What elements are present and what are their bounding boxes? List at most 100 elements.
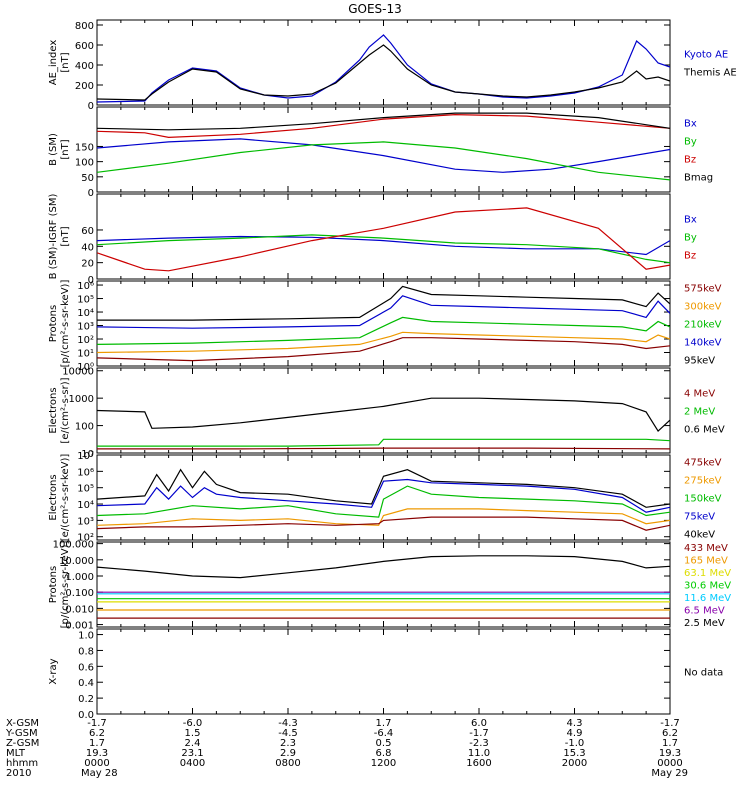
y-tick-label: 0.8 <box>78 646 94 657</box>
y-axis-label: AE_index <box>48 40 59 86</box>
y-tick-label: 20 <box>81 259 94 270</box>
panel-5: 10² 10³ 10⁴ 10⁵ 10⁶ 10⁷ Electrons [e/(cm²-s-sr-… <box>48 451 722 544</box>
y-tick-label: 600 <box>75 41 94 52</box>
series-line <box>97 295 670 329</box>
panel-0: 0 200 400 600 800 AE_index [nT] Kyoto AE Themis … <box>48 19 737 112</box>
legend-label: 40keV <box>684 530 715 541</box>
series-line <box>97 141 670 181</box>
y-axis-label: [nT] <box>60 139 71 159</box>
y-tick-label: 10⁵ <box>77 484 94 495</box>
series-group <box>97 112 670 181</box>
legend-label: Bx <box>684 215 697 226</box>
y-tick-label: 0.4 <box>78 678 94 689</box>
panel-frame <box>96 367 671 454</box>
x-cell-value: -6.4 <box>374 728 394 739</box>
y-tick-label: 0.100 <box>65 588 94 599</box>
series-line <box>97 468 670 508</box>
x-row-label: 2010 <box>6 768 31 779</box>
series-line <box>97 331 670 354</box>
y-tick-label: 10⁴ <box>77 500 94 511</box>
y-tick-label: 0 <box>88 275 94 286</box>
y-tick-label: 10² <box>77 533 94 544</box>
y-tick-label: 10000 <box>62 367 94 378</box>
y-tick-label: 150 <box>75 142 94 153</box>
series-line <box>97 234 670 264</box>
x-cell-value: -4.5 <box>278 728 298 739</box>
x-cell-value: -2.3 <box>469 738 489 749</box>
series-line <box>97 138 670 173</box>
y-tick-label: 100 <box>75 158 94 169</box>
series-line <box>97 397 670 433</box>
y-axis-label: [e/(cm²-s-sr-keV)] <box>60 454 71 542</box>
series-line <box>97 478 670 513</box>
x-cell-value: 19.3 <box>86 748 108 759</box>
panel-frame <box>96 106 671 193</box>
y-tick-label: 100.000 <box>53 540 94 551</box>
x-axis-table: X-GSMY-GSMZ-GSMMLThhmm2010-1.76.21.719.3… <box>5 718 688 779</box>
y-tick-label: 200 <box>75 81 94 92</box>
x-cell-value: 11.0 <box>468 748 490 759</box>
y-tick-label: 0.6 <box>78 662 94 673</box>
series-line <box>97 337 670 362</box>
y-tick-label: 50 <box>81 173 94 184</box>
legend-label: 300keV <box>684 302 722 313</box>
legend-label: Bz <box>684 155 696 166</box>
panel-6: 0.001 0.010 0.100 1.000 10.000 100.000 Protons… <box>48 540 731 632</box>
panel-frame <box>96 19 671 106</box>
x-cell-value: -4.3 <box>278 718 298 729</box>
series-line <box>97 34 670 103</box>
x-cell-value: 6.8 <box>376 748 392 759</box>
y-axis-label: Electrons <box>48 387 59 433</box>
legend-label: 140keV <box>684 338 722 349</box>
y-tick-label: 10 <box>81 449 94 460</box>
panel-frame <box>96 193 671 280</box>
x-cell-value: 0800 <box>275 758 300 769</box>
x-cell-value: 0000 <box>84 758 109 769</box>
x-cell-value: May 28 <box>81 768 118 779</box>
series-line <box>97 508 670 526</box>
panel-1: 0 50 100 150 B (SM) [nT] Bx By Bz Bmag <box>48 106 713 199</box>
series-line <box>97 555 670 579</box>
legend-label: Bz <box>684 251 696 262</box>
x-cell-value: 4.9 <box>567 728 583 739</box>
x-cell-value: 2000 <box>562 758 587 769</box>
x-cell-value: -6.0 <box>183 718 203 729</box>
x-cell-value: 2.9 <box>280 748 296 759</box>
x-cell-value: 15.3 <box>563 748 585 759</box>
y-tick-label: 10³ <box>77 516 94 527</box>
legend-label: 433 MeV <box>684 543 728 554</box>
y-tick-label: 0.001 <box>65 621 94 632</box>
series-group <box>97 207 670 272</box>
x-row-label: MLT <box>6 748 26 759</box>
legend-label: 2 MeV <box>684 407 715 418</box>
x-cell-value: 1200 <box>371 758 396 769</box>
series-line <box>97 44 670 101</box>
panel-frame <box>96 628 671 715</box>
x-cell-value: 19.3 <box>659 748 681 759</box>
legend-label: 475keV <box>684 458 722 469</box>
x-cell-value: 0400 <box>180 758 205 769</box>
legend-label: 4 MeV <box>684 389 715 400</box>
y-tick-label: 100 <box>75 422 94 433</box>
legend-label: By <box>684 137 697 148</box>
panel-frame <box>96 280 671 367</box>
panel-3: 10⁰ 10¹ 10² 10³ 10⁴ 10⁵ 10⁶ Protons [p/(cm²-s-sr… <box>48 280 722 373</box>
x-cell-value: 2.3 <box>280 738 296 749</box>
x-cell-value: 1.7 <box>662 738 678 749</box>
series-group <box>97 34 670 103</box>
legend-label: 2.5 MeV <box>684 618 725 629</box>
y-tick-label: 0 <box>88 188 94 199</box>
series-line <box>97 485 670 518</box>
y-axis-label: [nT] <box>60 52 71 72</box>
y-tick-label: 10⁵ <box>77 295 94 306</box>
legend-label: 150keV <box>684 494 722 505</box>
series-group <box>97 397 670 450</box>
y-tick-label: 10⁷ <box>77 451 94 462</box>
y-tick-label: 1.000 <box>65 572 94 583</box>
y-tick-label: 10¹ <box>77 349 94 360</box>
series-line <box>97 235 670 256</box>
legend-label: Bx <box>684 119 697 130</box>
x-row-label: X-GSM <box>6 718 39 729</box>
